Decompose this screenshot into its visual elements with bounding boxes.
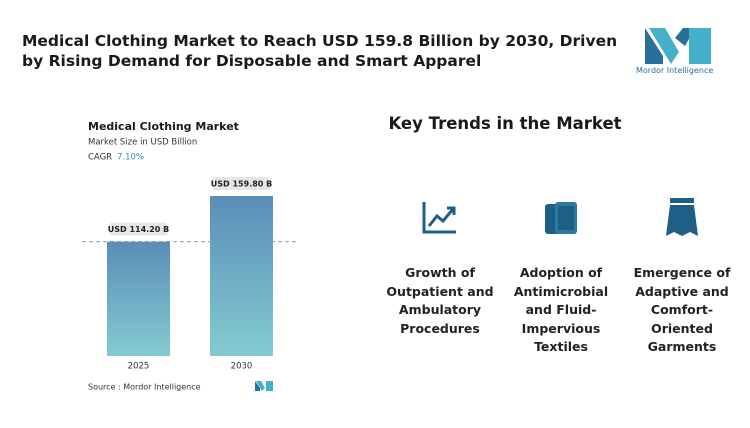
trends-title: Key Trends in the Market [388, 114, 622, 133]
value-label: USD 114.20 B [108, 225, 169, 234]
bar [107, 241, 170, 356]
small-logo [255, 381, 273, 391]
logo-text: Mordor Intelligence [636, 66, 714, 75]
icon-growth [422, 202, 456, 234]
source: Source : Mordor Intelligence [88, 383, 201, 392]
chart: Medical Clothing Market Market Size in U… [82, 120, 296, 392]
page-title: Medical Clothing Market to Reach USD 159… [22, 32, 618, 70]
trend-item: Growth of Outpatient and Ambulatory Proc… [386, 265, 494, 336]
chart-subtitle: Market Size in USD Billion [88, 138, 197, 148]
trend-item: Emergence of Adaptive and Comfort-Orient… [633, 265, 731, 354]
x-tick-label: 2025 [128, 362, 150, 372]
cagr-value: 7.10% [117, 153, 144, 163]
chart-title: Medical Clothing Market [88, 120, 239, 133]
value-label: USD 159.80 B [211, 180, 272, 189]
value-label-box [212, 177, 271, 190]
cagr-label: CAGR [88, 153, 112, 163]
bar [210, 196, 273, 356]
value-label-box [109, 222, 168, 236]
trend-item: Adoption of Antimicrobial and Fluid-Impe… [513, 265, 609, 354]
icon-garment [666, 198, 698, 236]
logo-mark [645, 28, 711, 64]
icon-textile [545, 202, 577, 234]
x-tick-label: 2030 [231, 362, 253, 372]
